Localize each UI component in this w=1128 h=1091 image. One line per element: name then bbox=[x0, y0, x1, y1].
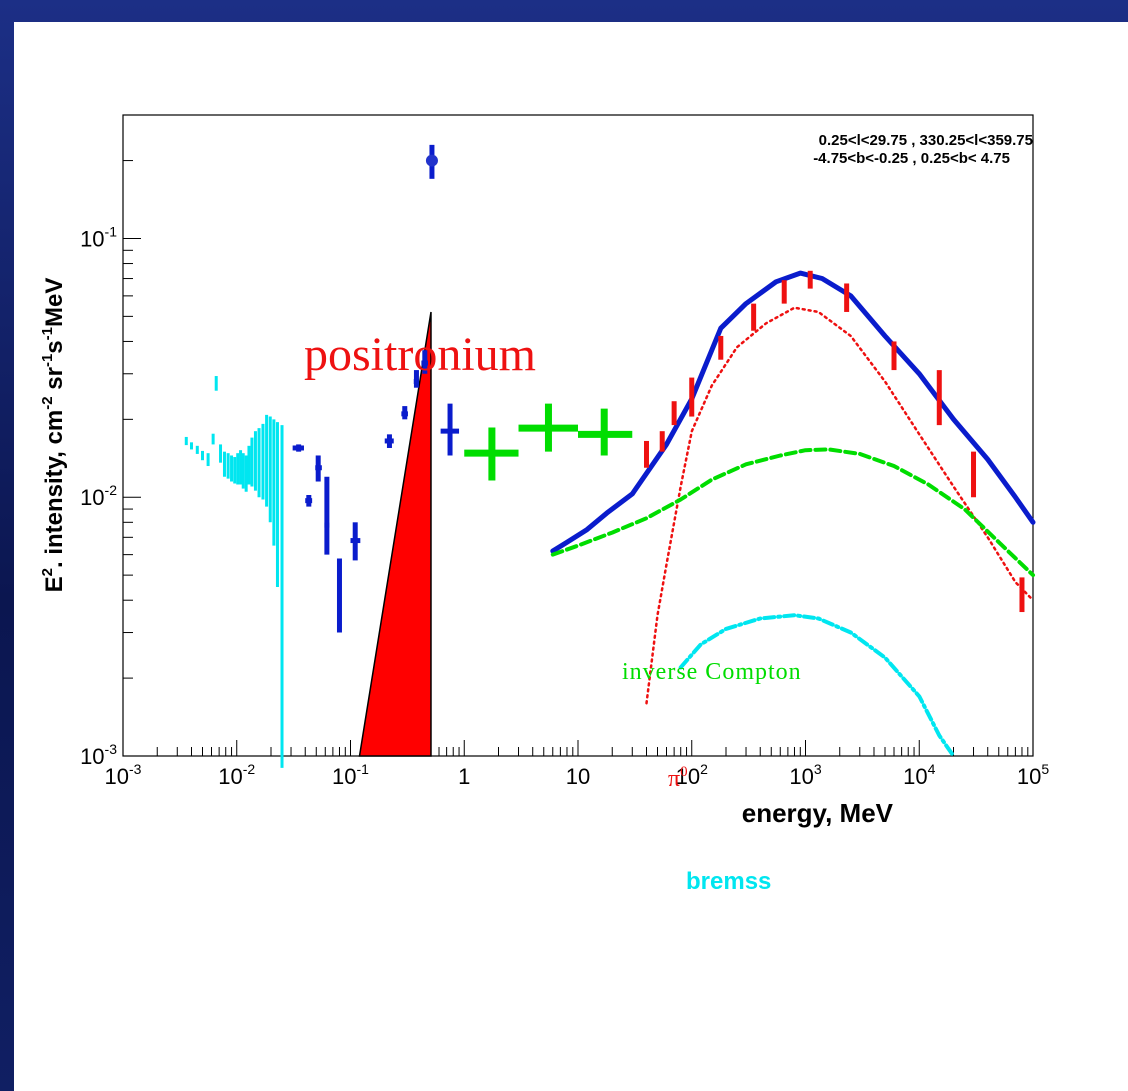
x-tick-label: 10-2 bbox=[218, 761, 255, 789]
blue-data-point bbox=[413, 370, 419, 388]
blue-data-point bbox=[440, 403, 460, 456]
x-tick-label: 103 bbox=[789, 761, 821, 789]
x-tick-label: 104 bbox=[903, 761, 935, 789]
region-text-line-2: -4.75<b<-0.25 , 0.25<b< 4.75 bbox=[813, 150, 1010, 167]
blue-data-point bbox=[384, 434, 394, 448]
blue-data-point bbox=[315, 455, 322, 482]
y-tick-label: 10-3 bbox=[80, 741, 117, 769]
green-data-point bbox=[518, 403, 578, 452]
inverse-compton-curve bbox=[550, 447, 1035, 578]
plot-panel bbox=[14, 22, 1128, 1091]
axis-ticks bbox=[122, 160, 1034, 757]
pi0-curve bbox=[645, 306, 1035, 705]
blue-data-point bbox=[305, 495, 313, 507]
blue-data-point bbox=[336, 558, 342, 633]
green-data-point bbox=[578, 408, 633, 456]
x-tick-label: 10-3 bbox=[105, 761, 142, 789]
data-points bbox=[184, 144, 1025, 768]
y-axis-title: E2. intensity, cm-2 sr-1s-1MeV bbox=[39, 278, 68, 593]
positronium-label: positronium bbox=[304, 328, 536, 381]
bremss-label: bremss bbox=[686, 868, 771, 895]
blue-data-point bbox=[425, 144, 438, 179]
total-curve bbox=[550, 270, 1036, 554]
x-tick-label: 102 bbox=[676, 761, 708, 789]
x-axis-title: energy, MeV bbox=[742, 798, 894, 828]
blue-data-point bbox=[292, 444, 304, 452]
model-curves bbox=[550, 270, 1036, 758]
inverse-compton-label: inverse Compton bbox=[622, 659, 802, 685]
y-tick-label: 10-2 bbox=[80, 482, 117, 510]
positronium-triangle bbox=[358, 311, 432, 757]
y-tick-label: 10-1 bbox=[80, 223, 117, 251]
green-data-point bbox=[464, 427, 519, 481]
blue-data-point bbox=[350, 522, 361, 561]
axis-tick-labels: 10-3 10-2 10-1 1 10 102 103 104 105 10-3 10-2 10-1 bbox=[80, 223, 1049, 789]
blue-marker bbox=[425, 154, 438, 167]
blue-data-point bbox=[401, 406, 408, 420]
x-tick-label: 1 bbox=[458, 764, 470, 789]
positronium-band bbox=[358, 311, 432, 757]
bremss-curve bbox=[678, 613, 956, 758]
blue-data-point bbox=[324, 476, 330, 555]
region-text-line-1: 0.25<l<29.75 , 330.25<l<359.75 bbox=[819, 132, 1033, 149]
pi0-label: π0 bbox=[668, 764, 688, 792]
blue-data-point bbox=[421, 350, 428, 374]
x-tick-label: 105 bbox=[1017, 761, 1049, 789]
x-tick-label: 10 bbox=[566, 764, 590, 789]
x-tick-label: 10-1 bbox=[332, 761, 369, 789]
